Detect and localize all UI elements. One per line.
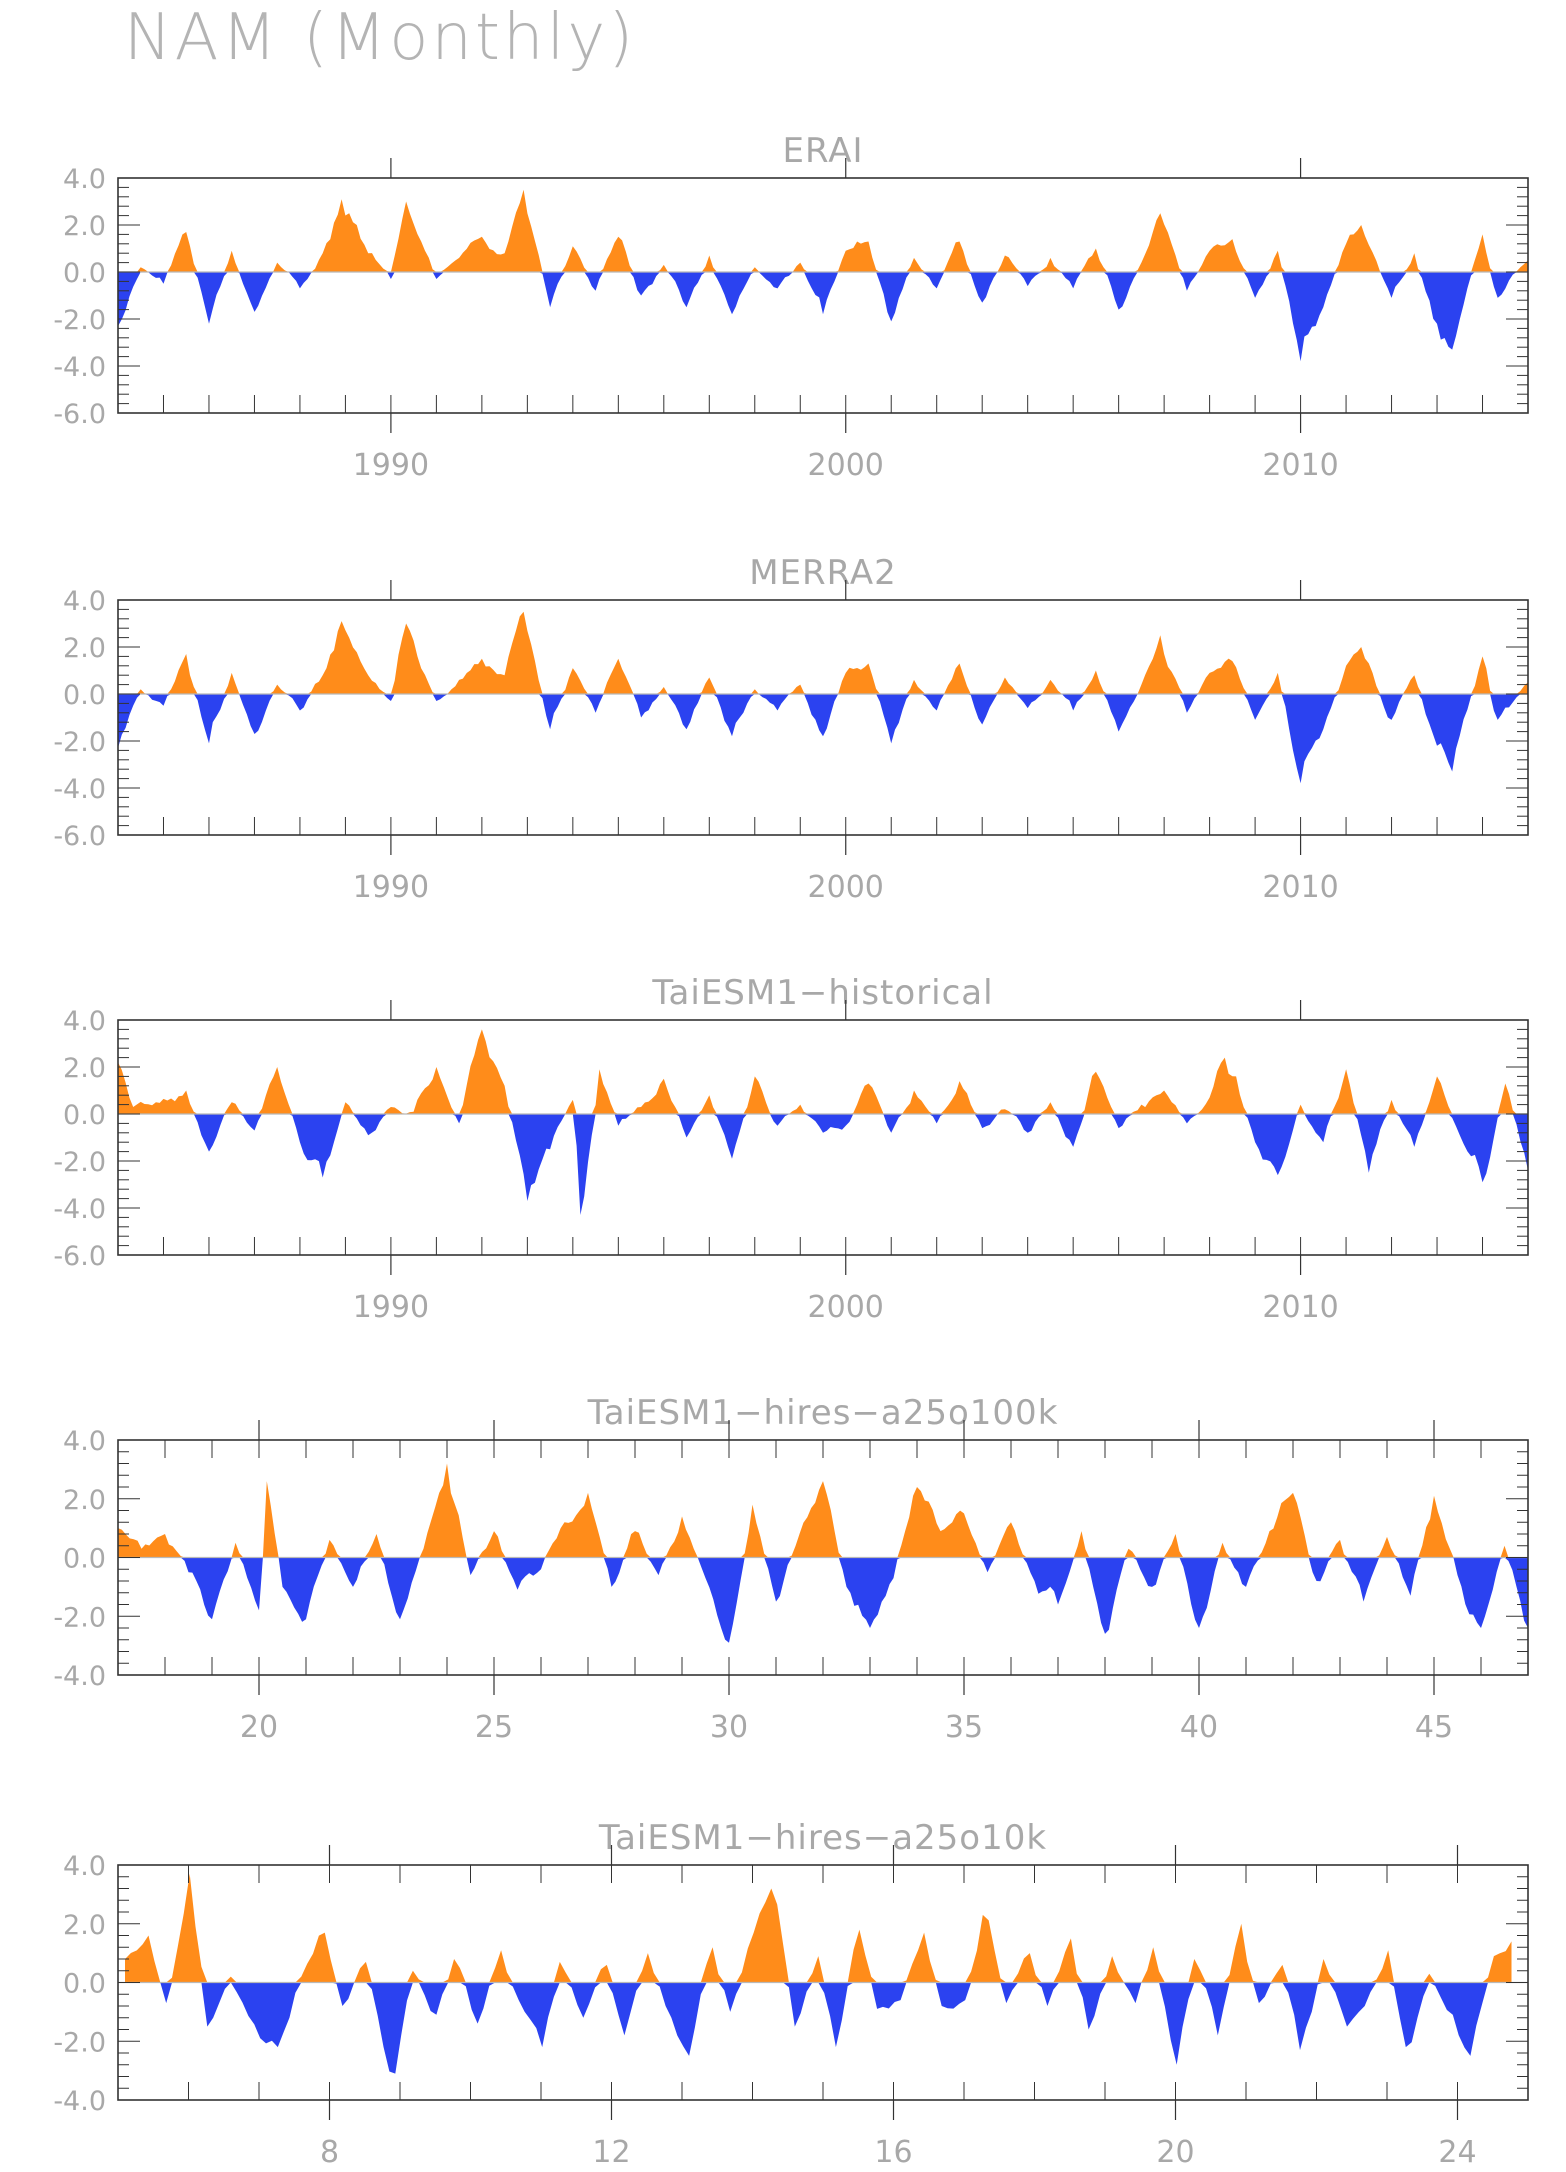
y-tick-label: -2.0 (53, 1602, 106, 1633)
y-tick-label: 4.0 (63, 164, 106, 195)
chart-panel: TaiESM1−historical -6.0 -4.0 -2.0 0.0 2.0 4.0 1… (53, 973, 1529, 1325)
x-tick-label: 20 (1156, 2135, 1194, 2170)
y-tick-label: 2.0 (63, 1485, 106, 1516)
chart-panel: MERRA2 -6.0 -4.0 -2.0 0.0 2.0 4.0 1990 2000 2010 (53, 553, 1529, 905)
y-tick-label: -4.0 (53, 1661, 106, 1692)
y-tick-label: 0.0 (63, 680, 106, 711)
plot-frame (117, 599, 1529, 836)
plot-frame (117, 1019, 1529, 1256)
positive-area (118, 1029, 1528, 1114)
y-tick-label: -2.0 (53, 2027, 106, 2058)
chart-panel: TaiESM1−hires−a25o100k -4.0 -2.0 0.0 2.0 4.0 2… (53, 1393, 1529, 1745)
negative-area (118, 1114, 1528, 1215)
x-tick-label: 24 (1438, 2135, 1476, 2170)
negative-area (118, 1557, 1528, 1643)
x-tick-label: 2000 (808, 870, 884, 905)
figure-title: NAM (Monthly) (123, 1, 637, 75)
y-tick-label: 2.0 (63, 1053, 106, 1084)
x-tick-label: 8 (320, 2135, 339, 2170)
y-tick-label: 2.0 (63, 1910, 106, 1941)
y-tick-label: 0.0 (63, 1100, 106, 1131)
chart-panel: ERAI -6.0 -4.0 -2.0 0.0 2.0 4.0 1990 2000 2010 (53, 131, 1529, 483)
x-tick-label: 2010 (1262, 1290, 1338, 1325)
y-tick-label: -2.0 (53, 727, 106, 758)
y-tick-label: 2.0 (63, 211, 106, 242)
positive-area (118, 611, 1528, 694)
negative-area (118, 272, 1528, 362)
x-tick-label: 45 (1415, 1710, 1453, 1745)
chart-title: TaiESM1−historical (651, 973, 993, 1013)
x-tick-label: 12 (592, 2135, 630, 2170)
chart-title: TaiESM1−hires−a25o100k (587, 1393, 1059, 1433)
y-tick-label: 4.0 (63, 1426, 106, 1457)
y-tick-label: -4.0 (53, 2086, 106, 2117)
positive-area (118, 189, 1528, 272)
y-tick-label: -6.0 (53, 1241, 106, 1272)
x-tick-label: 2000 (808, 448, 884, 483)
y-tick-label: 0.0 (63, 1544, 106, 1575)
y-tick-label: -4.0 (53, 352, 106, 383)
x-tick-label: 2000 (808, 1290, 884, 1325)
y-tick-label: -2.0 (53, 1147, 106, 1178)
y-tick-label: -4.0 (53, 1194, 106, 1225)
x-tick-label: 2010 (1262, 448, 1338, 483)
y-tick-label: 4.0 (63, 1851, 106, 1882)
x-tick-label: 35 (945, 1710, 983, 1745)
x-tick-label: 1990 (353, 1290, 429, 1325)
x-tick-label: 25 (475, 1710, 513, 1745)
positive-area (118, 1463, 1528, 1558)
chart-panel: TaiESM1−hires−a25o10k -4.0 -2.0 0.0 2.0 4.0 8 1… (53, 1818, 1529, 2170)
x-tick-label: 2010 (1262, 870, 1338, 905)
negative-area (118, 694, 1528, 784)
y-tick-label: -6.0 (53, 821, 106, 852)
plot-frame (117, 177, 1529, 414)
chart-title: TaiESM1−hires−a25o10k (598, 1818, 1047, 1858)
chart-title: ERAI (782, 131, 863, 171)
negative-area (125, 1982, 1512, 2074)
y-tick-label: 0.0 (63, 258, 106, 289)
x-tick-label: 1990 (353, 448, 429, 483)
y-tick-label: -4.0 (53, 774, 106, 805)
y-tick-label: 4.0 (63, 586, 106, 617)
y-tick-label: 2.0 (63, 633, 106, 664)
y-tick-label: 0.0 (63, 1969, 106, 2000)
x-tick-label: 16 (874, 2135, 912, 2170)
x-tick-label: 40 (1180, 1710, 1218, 1745)
x-tick-label: 1990 (353, 870, 429, 905)
x-tick-label: 20 (240, 1710, 278, 1745)
y-tick-label: -6.0 (53, 399, 106, 430)
x-tick-label: 30 (710, 1710, 748, 1745)
y-tick-label: 4.0 (63, 1006, 106, 1037)
y-tick-label: -2.0 (53, 305, 106, 336)
chart-title: MERRA2 (749, 553, 897, 593)
positive-area (125, 1873, 1512, 1983)
